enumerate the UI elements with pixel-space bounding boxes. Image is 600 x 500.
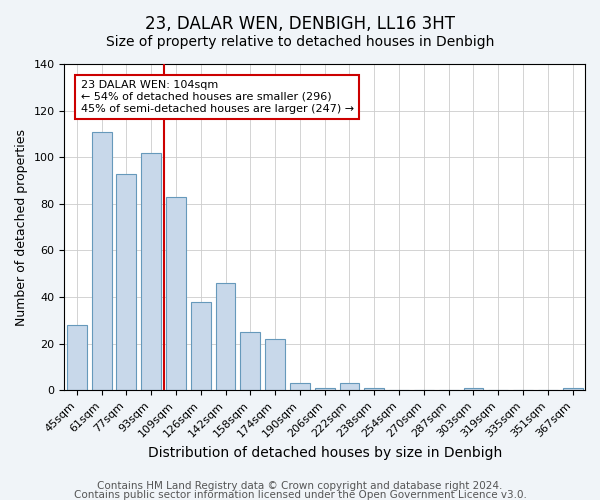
- Bar: [166, 197, 186, 390]
- Bar: [116, 174, 136, 390]
- Bar: [191, 302, 211, 390]
- Bar: [265, 339, 285, 390]
- Bar: [364, 388, 384, 390]
- Bar: [92, 132, 112, 390]
- Bar: [141, 152, 161, 390]
- Bar: [464, 388, 484, 390]
- Bar: [290, 384, 310, 390]
- Text: Contains public sector information licensed under the Open Government Licence v3: Contains public sector information licen…: [74, 490, 526, 500]
- Text: Contains HM Land Registry data © Crown copyright and database right 2024.: Contains HM Land Registry data © Crown c…: [97, 481, 503, 491]
- Y-axis label: Number of detached properties: Number of detached properties: [15, 128, 28, 326]
- Text: 23, DALAR WEN, DENBIGH, LL16 3HT: 23, DALAR WEN, DENBIGH, LL16 3HT: [145, 15, 455, 33]
- Bar: [241, 332, 260, 390]
- Bar: [67, 325, 87, 390]
- Text: 23 DALAR WEN: 104sqm
← 54% of detached houses are smaller (296)
45% of semi-deta: 23 DALAR WEN: 104sqm ← 54% of detached h…: [80, 80, 353, 114]
- Bar: [340, 384, 359, 390]
- X-axis label: Distribution of detached houses by size in Denbigh: Distribution of detached houses by size …: [148, 446, 502, 460]
- Text: Size of property relative to detached houses in Denbigh: Size of property relative to detached ho…: [106, 35, 494, 49]
- Bar: [315, 388, 335, 390]
- Bar: [563, 388, 583, 390]
- Bar: [215, 283, 235, 391]
